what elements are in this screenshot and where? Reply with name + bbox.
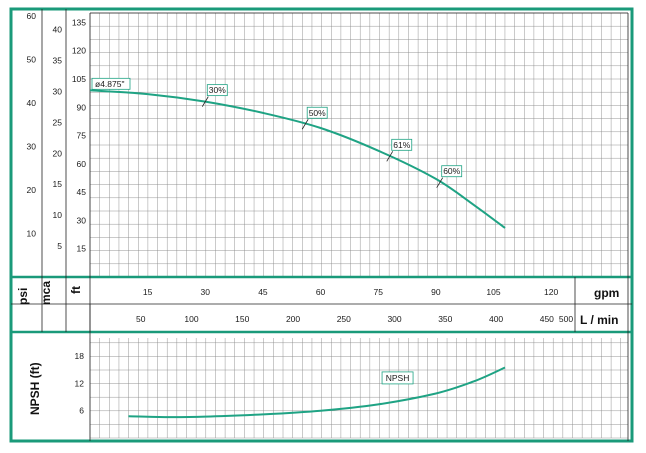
- grid-layer: [9, 7, 634, 443]
- ft-tick-label: 15: [77, 244, 87, 254]
- lmin-axis-label: L / min: [580, 313, 618, 327]
- ft-tick-label: 60: [77, 159, 87, 169]
- gpm-tick-label: 30: [201, 287, 211, 297]
- mca-tick-label: 15: [53, 179, 63, 189]
- gpm-tick-label: 120: [544, 287, 558, 297]
- efficiency-label: 60%: [443, 166, 460, 176]
- gpm-tick-label: 15: [143, 287, 153, 297]
- mca-tick-label: 25: [53, 117, 63, 127]
- ft-tick-label: 120: [72, 46, 86, 56]
- npsh-tick-label: 18: [75, 351, 85, 361]
- efficiency-label: 50%: [309, 108, 326, 118]
- mca-tick-label: 10: [53, 210, 63, 220]
- psi-tick-label: 20: [27, 185, 37, 195]
- mca-tick-label: 20: [53, 148, 63, 158]
- psi-tick-label: 50: [27, 55, 37, 65]
- npsh-axis-label: NPSH (ft): [28, 362, 42, 415]
- npsh-curve-label: NPSH: [386, 373, 410, 383]
- efficiency-label-box: [391, 138, 413, 151]
- gpm-tick-label: 90: [431, 287, 441, 297]
- lmin-tick-label: 400: [489, 314, 503, 324]
- efficiency-label-box: [441, 165, 463, 178]
- mca-tick-label: 5: [57, 241, 62, 251]
- efficiency-label: 61%: [393, 140, 410, 150]
- psi-tick-label: 60: [27, 11, 37, 21]
- lmin-tick-label: 450: [540, 314, 554, 324]
- diameter-tag-label: ø4.875": [95, 79, 124, 89]
- psi-tick-label: 30: [27, 142, 37, 152]
- diameter-tag-box: [91, 77, 131, 90]
- curve-layer: [89, 89, 506, 419]
- npsh-label-box: [381, 371, 414, 385]
- lmin-tick-label: 150: [235, 314, 249, 324]
- gpm-tick-label: 45: [258, 287, 268, 297]
- gpm-axis-label: gpm: [594, 286, 619, 300]
- gpm-tick-label: 75: [373, 287, 383, 297]
- efficiency-tick: [436, 177, 444, 188]
- mca-axis-label: mca: [39, 281, 53, 305]
- lmin-tick-label: 250: [337, 314, 351, 324]
- ft-tick-label: 75: [77, 131, 87, 141]
- efficiency-label-box: [306, 106, 328, 119]
- head-curve: [89, 89, 506, 229]
- efficiency-tick: [301, 119, 309, 130]
- label-layer: 15 30 45 60 75 90 105 120 135 5 10 15 20 25 30 35 40 10 20…: [27, 11, 574, 416]
- ft-tick-label: 45: [77, 187, 87, 197]
- efficiency-label: 30%: [209, 85, 226, 95]
- lmin-tick-label: 100: [184, 314, 198, 324]
- ft-tick-label: 90: [77, 102, 87, 112]
- npsh-tick-label: 6: [79, 406, 84, 416]
- lmin-tick-label: 500: [559, 314, 573, 324]
- lmin-tick-label: 300: [387, 314, 401, 324]
- psi-tick-label: 40: [27, 98, 37, 108]
- npsh-curve: [128, 366, 506, 419]
- npsh-tick-label: 12: [75, 378, 85, 388]
- psi-tick-label: 10: [27, 229, 37, 239]
- gpm-tick-label: 60: [316, 287, 326, 297]
- psi-axis-label: psi: [16, 288, 30, 305]
- efficiency-label-box: [206, 84, 228, 97]
- mca-tick-label: 35: [53, 55, 63, 65]
- efficiency-tick: [386, 151, 394, 162]
- lmin-tick-label: 50: [136, 314, 146, 324]
- ft-axis-label: ft: [69, 286, 83, 294]
- efficiency-tick: [201, 96, 209, 107]
- lmin-tick-label: 200: [286, 314, 300, 324]
- outer-frame: [9, 7, 634, 443]
- ft-tick-label: 135: [72, 17, 86, 27]
- mca-tick-label: 30: [53, 86, 63, 96]
- ft-tick-label: 105: [72, 74, 86, 84]
- mca-tick-label: 40: [53, 25, 63, 35]
- lmin-tick-label: 350: [438, 314, 452, 324]
- ft-tick-label: 30: [77, 215, 87, 225]
- gpm-tick-label: 105: [486, 287, 500, 297]
